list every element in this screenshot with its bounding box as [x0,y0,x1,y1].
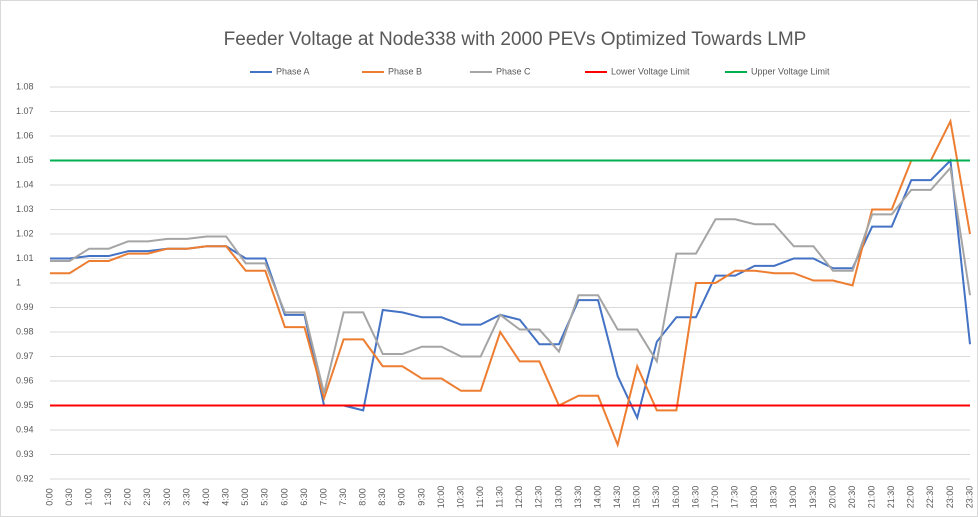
x-tick-label: 4:30 [221,488,231,506]
x-tick-label: 18:00 [749,486,759,509]
y-tick-label: 0.99 [16,302,34,312]
y-tick-label: 0.95 [16,400,34,410]
x-tick-label: 21:00 [867,486,877,509]
x-tick-label: 11:00 [475,486,485,508]
y-tick-label: 0.98 [16,326,34,336]
x-tick-label: 10:30 [455,486,465,509]
x-tick-label: 2:00 [123,488,133,506]
y-tick-label: 0.96 [16,375,34,385]
x-tick-label: 19:30 [808,486,818,509]
legend-label: Upper Voltage Limit [751,66,830,76]
x-tick-label: 9:00 [397,488,407,506]
x-tick-label: 14:30 [612,486,622,509]
x-tick-label: 7:00 [318,488,328,506]
legend-label: Lower Voltage Limit [611,66,690,76]
x-tick-label: 22:00 [906,486,916,509]
x-tick-label: 20:00 [827,486,837,509]
y-tick-label: 1 [16,277,21,287]
x-tick-label: 12:30 [534,486,544,509]
x-tick-label: 10:00 [436,486,446,509]
x-tick-label: 2:30 [142,488,152,506]
x-tick-label: 13:00 [553,486,563,509]
x-tick-label: 17:30 [729,486,739,509]
x-tick-label: 8:00 [358,488,368,506]
y-tick-label: 1.07 [16,106,34,116]
x-tick-label: 0:30 [64,488,74,506]
x-tick-label: 4:00 [201,488,211,506]
y-tick-label: 1.02 [16,228,34,238]
y-tick-label: 1.05 [16,155,34,165]
x-tick-label: 23:30 [964,486,974,509]
y-tick-label: 0.93 [16,449,34,459]
x-tick-label: 22:30 [925,486,935,509]
x-tick-label: 6:00 [279,488,289,506]
y-tick-label: 1.01 [16,253,34,263]
x-tick-label: 15:30 [651,486,661,509]
x-tick-label: 16:00 [671,486,681,509]
x-tick-label: 8:30 [377,488,387,506]
x-tick-label: 9:30 [416,488,426,506]
x-tick-label: 1:30 [103,488,113,506]
x-tick-label: 0:00 [44,488,54,506]
x-tick-label: 15:00 [632,486,642,509]
x-tick-label: 19:00 [788,486,798,509]
x-tick-label: 17:00 [710,486,720,509]
x-tick-label: 5:00 [240,488,250,506]
y-tick-label: 0.92 [16,473,34,483]
x-tick-label: 11:30 [495,486,505,508]
x-tick-label: 21:30 [886,486,896,509]
y-tick-label: 1.06 [16,130,34,140]
x-tick-label: 14:00 [592,486,602,509]
y-tick-label: 0.97 [16,351,34,361]
series-line [50,118,971,448]
x-tick-label: 6:30 [299,488,309,506]
y-tick-label: 1.04 [16,179,34,189]
x-tick-label: 3:30 [181,488,191,506]
chart-title: Feeder Voltage at Node338 with 2000 PEVs… [224,29,807,50]
x-tick-label: 20:30 [847,486,857,509]
x-tick-label: 3:00 [162,488,172,506]
x-tick-label: 5:30 [260,488,270,506]
legend-label: Phase B [388,66,422,76]
x-tick-label: 16:30 [690,486,700,509]
x-tick-label: 12:00 [514,486,524,509]
x-tick-label: 23:00 [945,486,955,509]
series-line [50,165,971,394]
y-tick-label: 1.08 [16,81,34,91]
y-tick-label: 1.03 [16,204,34,214]
legend-label: Phase A [276,66,310,76]
x-tick-label: 7:30 [338,488,348,506]
x-tick-label: 1:00 [84,488,94,506]
y-tick-label: 0.94 [16,424,34,434]
x-tick-label: 18:30 [769,486,779,509]
x-tick-label: 13:30 [573,486,583,509]
legend-label: Phase C [496,66,531,76]
